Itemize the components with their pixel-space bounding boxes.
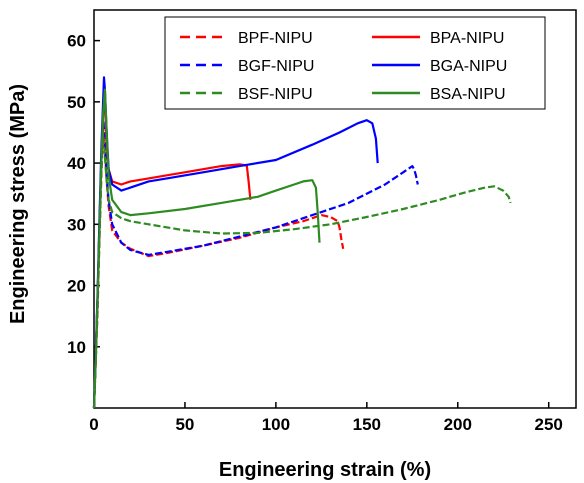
legend-label-bpa-nipu: BPA-NIPU <box>430 30 504 47</box>
x-tick-label: 250 <box>535 415 563 434</box>
legend-box <box>164 16 546 110</box>
y-tick-label: 10 <box>67 338 86 357</box>
x-axis-title: Engineering strain (%) <box>219 459 431 481</box>
plot-frame <box>93 9 577 409</box>
legend-label-bgf-nipu: BGF-NIPU <box>238 58 314 75</box>
x-tick-label: 0 <box>89 415 98 434</box>
y-axis-title: Engineering stress (MPa) <box>7 84 29 324</box>
x-tick-label: 100 <box>262 415 290 434</box>
y-tick-label: 50 <box>67 93 86 112</box>
series-line-bpa-nipu <box>92 100 252 409</box>
series-layer <box>92 76 512 409</box>
axes: 0 50 100 150 200 250 10 20 30 40 50 60 <box>67 9 577 434</box>
x-tick-label: 50 <box>175 415 194 434</box>
y-tick-label: 40 <box>67 154 86 173</box>
y-tick-label: 20 <box>67 277 86 296</box>
series-line-bsf-nipu <box>92 131 512 409</box>
legend-label-bpf-nipu: BPF-NIPU <box>238 30 313 47</box>
legend: BPF-NIPU BGF-NIPU BSF-NIPU BPA-NIPU BGA-NIPU… <box>164 16 546 110</box>
series-line-bsa-nipu <box>92 88 321 409</box>
y-tick-label: 60 <box>67 32 86 51</box>
legend-label-bsa-nipu: BSA-NIPU <box>430 86 506 103</box>
series-line-bga-nipu <box>92 76 379 409</box>
x-tick-label: 200 <box>444 415 472 434</box>
x-tick-label: 150 <box>353 415 381 434</box>
legend-label-bga-nipu: BGA-NIPU <box>430 58 507 75</box>
legend-label-bsf-nipu: BSF-NIPU <box>238 86 313 103</box>
y-tick-label: 30 <box>67 215 86 234</box>
